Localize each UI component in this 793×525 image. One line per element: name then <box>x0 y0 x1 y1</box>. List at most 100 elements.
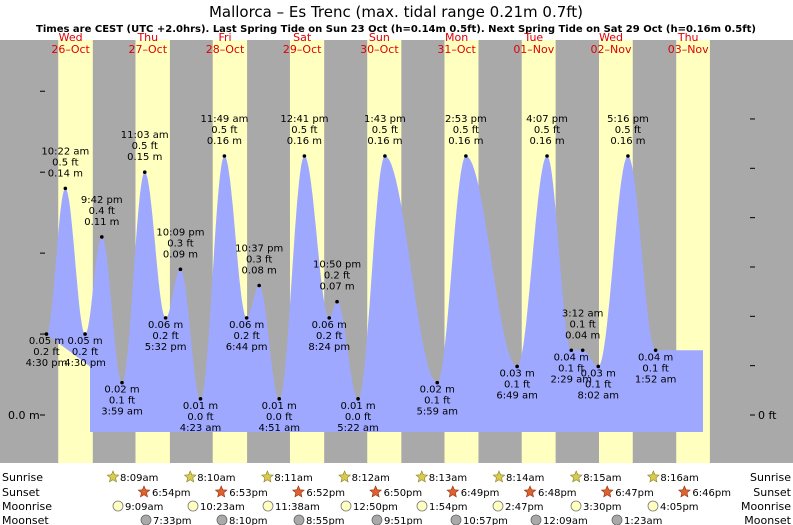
astro-row-label-right: Moonset <box>744 514 791 525</box>
sunrise-star-icon <box>492 470 506 483</box>
tide-label: 4:23 am <box>180 423 222 434</box>
axes <box>40 90 755 416</box>
tide-label: 0.5 ft <box>453 125 479 136</box>
astro-row-label-right: Moonrise <box>741 500 791 513</box>
tide-point <box>277 397 282 401</box>
sunset-time: 6:48pm <box>538 488 577 499</box>
tide-label: 0.1 ft <box>424 396 450 407</box>
chart-subtitle: Times are CEST (UTC +2.0hrs). Last Sprin… <box>36 24 756 35</box>
astro-row-label-left: Moonrise <box>2 500 52 513</box>
sunrise-time: 8:14am <box>506 473 544 484</box>
day-name-label: Fri <box>218 31 231 44</box>
tide-label: 5:59 am <box>416 407 458 418</box>
tide-label: 0.1 ft <box>558 363 584 374</box>
tide-label: 0.5 ft <box>52 157 78 168</box>
tide-label: 10:22 am <box>41 146 89 157</box>
y-axis-right-label: 0 ft <box>758 409 777 422</box>
tide-label: 0.3 ft <box>167 238 193 249</box>
tide-label: 0.06 m <box>229 320 264 331</box>
moonrise-circle-icon <box>647 500 659 512</box>
tide-label: 4:07 pm <box>526 114 568 125</box>
tide-point <box>163 316 168 320</box>
tide-label: 0.2 ft <box>316 331 342 342</box>
moonset-time: 9:51pm <box>384 516 423 525</box>
moonrise-circle-icon <box>112 500 124 512</box>
tide-label: 0.1 ft <box>642 363 668 374</box>
sunset-time: 6:49pm <box>461 488 500 499</box>
moonset-circle-icon <box>293 514 305 525</box>
tide-label: 5:32 pm <box>145 342 187 353</box>
tide-label: 0.5 ft <box>132 141 158 152</box>
tide-point <box>63 186 68 191</box>
moonrise-circle-icon <box>492 500 504 512</box>
moonset-circle-icon <box>371 514 383 525</box>
moonrise-time: 2:47pm <box>505 502 544 513</box>
tide-point <box>244 316 249 320</box>
tide-label: 5:22 am <box>337 423 379 434</box>
moonset-time: 8:10pm <box>229 516 268 525</box>
tide-label: 0.14 m <box>48 168 83 179</box>
tide-point <box>596 364 601 369</box>
sunrise-time: 8:09am <box>120 473 158 484</box>
moonset-circle-icon <box>216 514 228 525</box>
day-name-label: Wed <box>59 31 83 44</box>
tide-label: 0.11 m <box>84 217 119 228</box>
moonrise-time: 12:50pm <box>353 502 398 513</box>
tide-label: 0.09 m <box>163 249 198 260</box>
tide-label: 10:37 pm <box>235 244 283 255</box>
moonrise-time: 10:23am <box>200 502 245 513</box>
sunset-star-icon <box>137 485 151 498</box>
tide-label: 0.16 m <box>529 136 564 147</box>
sunset-star-icon <box>446 485 460 498</box>
tide-label: 0.06 m <box>148 320 183 331</box>
tide-label: 0.04 m <box>638 352 673 363</box>
tide-point <box>83 332 87 336</box>
tide-point <box>569 348 574 353</box>
tide-label: 11:03 am <box>121 130 169 141</box>
day-name-label: Thu <box>136 31 158 44</box>
tide-point <box>515 364 519 369</box>
tide-point <box>653 348 658 353</box>
sunset-star-icon <box>600 485 614 498</box>
day-name-label: Thu <box>677 31 699 44</box>
day-date-label: 02–Nov <box>591 43 632 56</box>
sunset-time: 6:47pm <box>615 488 654 499</box>
tide-label: 0.1 ft <box>109 396 135 407</box>
sunrise-time: 8:12am <box>352 473 390 484</box>
tide-point <box>327 316 332 320</box>
tide-label: 0.02 m <box>104 385 139 396</box>
moonrise-circle-icon <box>416 500 428 512</box>
sunset-time: 6:54pm <box>152 488 191 499</box>
tide-label: 0.01 m <box>183 401 218 412</box>
astro-row-label-left: Sunrise <box>2 471 43 484</box>
tide-label: 0.2 ft <box>324 271 350 282</box>
sunrise-time: 8:10am <box>197 473 235 484</box>
tide-label: 0.03 m <box>500 368 535 379</box>
moonrise-circle-icon <box>262 500 274 512</box>
sunrise-time: 8:16am <box>660 473 698 484</box>
sunset-star-icon <box>369 485 383 498</box>
tide-point <box>198 397 203 401</box>
moonrise-time: 9:09am <box>125 502 163 513</box>
tide-label: 0.16 m <box>207 136 242 147</box>
sunrise-time: 8:11am <box>274 473 312 484</box>
tide-label: 0.04 m <box>554 352 589 363</box>
tide-label: 0.2 ft <box>33 347 59 358</box>
tide-label: 6:44 pm <box>226 342 268 353</box>
day-date-label: 27–Oct <box>129 43 168 56</box>
day-date-label: 01–Nov <box>513 43 554 56</box>
tide-label: 0.05 m <box>29 336 64 347</box>
tide-label: 0.5 ft <box>534 125 560 136</box>
tide-label: 4:30 pm <box>26 358 68 369</box>
moonset-time: 1:23am <box>624 516 662 525</box>
tide-label: 4:30 pm <box>64 358 106 369</box>
tide-point <box>257 283 261 288</box>
sunrise-star-icon <box>338 470 352 483</box>
tide-label: 0.08 m <box>242 266 277 277</box>
moonrise-time: 11:38am <box>275 502 320 513</box>
tide-label: 2:29 am <box>551 374 593 385</box>
tide-label: 0.16 m <box>448 136 483 147</box>
tide-label: 0.15 m <box>127 152 162 163</box>
moonrise-circle-icon <box>570 500 582 512</box>
